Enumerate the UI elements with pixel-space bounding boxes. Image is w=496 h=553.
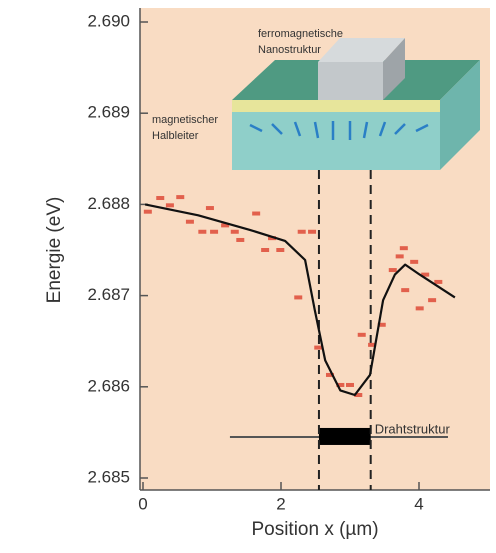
data-point <box>156 196 165 201</box>
data-point <box>268 236 277 241</box>
data-point <box>325 372 334 377</box>
data-point <box>210 229 219 234</box>
y-tick-label: 2.689 <box>87 103 130 122</box>
fit-curve <box>144 203 456 397</box>
x-tick-label: 4 <box>414 494 423 513</box>
y-tick-label: 2.686 <box>87 376 130 395</box>
structure-label: Drahtstruktur <box>375 421 451 436</box>
inset-diagram <box>232 38 480 170</box>
data-point <box>176 195 185 200</box>
data-point <box>261 248 270 252</box>
data-point <box>410 259 419 264</box>
y-tick-label: 2.685 <box>87 467 130 486</box>
data-point <box>346 382 354 387</box>
x-tick-label: 0 <box>138 494 147 513</box>
data-point <box>221 223 230 228</box>
data-point <box>185 219 194 224</box>
data-point <box>308 229 317 234</box>
inset-label: Nanostruktur <box>258 44 321 56</box>
inset-label: Halbleiter <box>152 130 199 142</box>
data-point <box>314 345 323 350</box>
data-point <box>377 322 386 327</box>
x-axis-label: Position x (µm) <box>251 519 378 540</box>
data-point <box>421 272 430 277</box>
data-point <box>276 248 285 252</box>
data-point <box>399 246 408 251</box>
data-point <box>434 279 443 284</box>
x-tick-label: 2 <box>276 494 285 513</box>
data-point <box>165 203 174 208</box>
wire <box>318 427 371 445</box>
y-tick-label: 2.688 <box>87 194 130 213</box>
data-point <box>294 295 303 300</box>
data-point <box>143 209 152 214</box>
data-point <box>230 229 239 234</box>
data-point <box>205 206 214 211</box>
data-point <box>395 254 404 259</box>
y-tick-label: 2.690 <box>87 11 130 30</box>
data-point <box>252 211 261 216</box>
y-tick-label: 2.687 <box>87 285 130 304</box>
inset-label: ferromagnetische <box>258 28 343 40</box>
data-point <box>336 382 345 387</box>
data-point <box>357 332 366 337</box>
data-point <box>368 342 377 347</box>
data-point <box>297 229 306 234</box>
inset-label: magnetischer <box>152 114 218 126</box>
data-point <box>428 298 437 303</box>
data-point <box>236 237 245 242</box>
data-point <box>354 393 363 398</box>
data-point <box>198 229 207 234</box>
data-point <box>415 306 424 311</box>
y-axis-label: Energie (eV) <box>44 197 65 304</box>
data-point <box>401 288 410 293</box>
data-point <box>388 268 397 273</box>
